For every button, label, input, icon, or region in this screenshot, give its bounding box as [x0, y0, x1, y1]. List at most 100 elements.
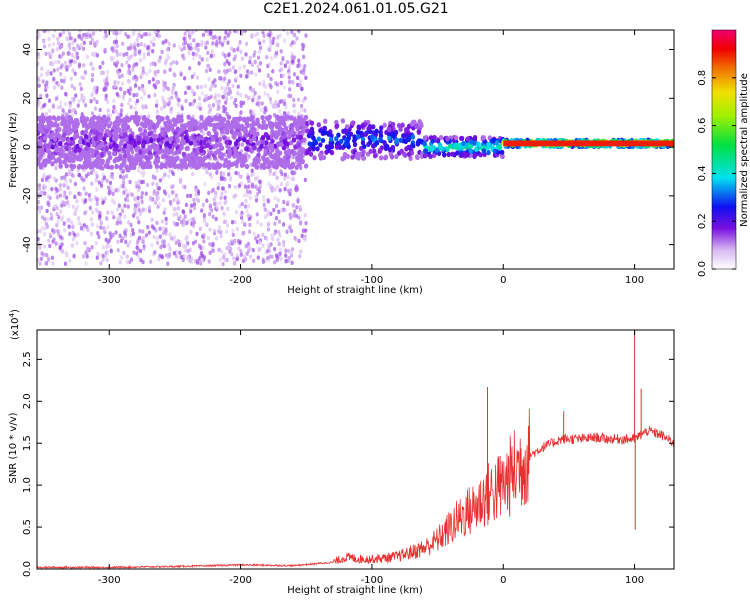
spectrogram-cell — [202, 239, 206, 244]
spectrogram-cell — [298, 82, 302, 88]
spectrogram-cell — [75, 199, 79, 204]
spectrogram-cell — [45, 148, 51, 154]
colorbar-gradient — [712, 30, 736, 269]
spectrogram-cell — [275, 42, 280, 47]
spectrogram-tone-line — [503, 140, 674, 147]
spectrogram-cell — [278, 68, 282, 73]
spectrogram-cell — [188, 35, 192, 40]
spectrogram-cell — [117, 214, 121, 220]
spectrogram-cell — [220, 85, 224, 91]
spectrogram-cell — [101, 60, 105, 66]
spectrogram-cell — [71, 40, 75, 46]
spectrogram-cell — [114, 109, 118, 114]
spectrogram-cell — [294, 188, 299, 193]
spectrogram-cell — [145, 182, 150, 188]
spectrogram-cell — [301, 46, 305, 52]
spectrogram-cell — [292, 32, 296, 38]
spectrogram-cell — [303, 163, 309, 169]
spectrogram-cell — [264, 84, 268, 89]
spectrogram-cell — [283, 186, 287, 192]
spectrogram-cell — [234, 170, 238, 176]
spectrogram-cell — [240, 153, 245, 159]
spectrogram-cell — [106, 210, 110, 215]
spectrogram-cell — [164, 231, 168, 236]
spectrogram-cell — [300, 233, 304, 239]
spectrogram-cell — [289, 122, 294, 129]
spectrogram-cell — [204, 118, 209, 124]
spectrogram-cell — [72, 59, 76, 65]
spectrogram-cell — [156, 69, 160, 74]
spectrogram-cell — [252, 94, 256, 100]
spectrogram-cell — [39, 72, 44, 78]
spectrogram-cell — [293, 109, 297, 114]
spectrogram-cell — [418, 121, 424, 127]
spectrogram-cell — [302, 71, 306, 76]
spectrogram-cell — [97, 234, 101, 240]
spectrogram-cell — [106, 224, 110, 230]
spectrogram-cell — [262, 198, 266, 203]
spectrogram-cell — [190, 203, 194, 208]
spectrogram-cell — [266, 248, 270, 254]
spectrogram-cell — [438, 134, 444, 141]
spectrogram-cell — [247, 184, 251, 189]
spectrogram-cell — [95, 201, 99, 206]
spectrogram-cell — [43, 217, 47, 222]
spectrogram-cell — [240, 56, 244, 61]
spectrogram-cell — [91, 72, 95, 78]
spectrogram-cell — [272, 36, 276, 42]
spectrogram-cell — [211, 214, 215, 219]
spectrogram-cell — [63, 200, 67, 206]
spectrogram-cell — [245, 251, 249, 256]
spectrogram-cell — [153, 61, 157, 67]
spectrogram-cell — [147, 124, 153, 131]
spectrogram-cell — [93, 106, 98, 111]
spectrogram-cell — [217, 93, 221, 98]
spectrogram-cell — [234, 76, 239, 81]
spectrogram-cell — [225, 245, 229, 251]
spectrogram-cell — [132, 206, 137, 211]
spectrogram-cell — [442, 152, 447, 158]
spectrogram-cell — [322, 126, 327, 132]
spectrogram-cell — [112, 105, 116, 110]
spectrogram-cell — [185, 220, 189, 226]
spectrogram-cell — [120, 236, 125, 241]
snr-frame — [36, 329, 675, 570]
spectrogram-cell — [282, 38, 287, 43]
spectrogram-cell — [255, 212, 259, 217]
spectrogram-cell — [160, 219, 165, 224]
spectrogram-cell — [45, 175, 50, 180]
spectrogram-cell — [173, 157, 178, 163]
spectrogram-cell — [210, 175, 214, 180]
spectrogram-cell — [273, 121, 279, 128]
spectrogram-cell — [247, 245, 251, 251]
spectrogram-cell — [239, 252, 243, 257]
spectrogram-cell — [189, 193, 193, 199]
spectrogram-cell — [125, 259, 129, 265]
spectrogram-cell — [142, 55, 146, 61]
spectrogram-cell — [215, 116, 221, 122]
spectrogram-cell — [151, 181, 155, 186]
spectrogram-cell — [40, 215, 45, 220]
spectrogram-cell — [116, 188, 120, 193]
spectrogram-cell — [42, 44, 47, 49]
spectrogram-cell — [173, 120, 178, 126]
spectrogram-cell — [207, 103, 211, 109]
spectrogram-cell — [58, 163, 63, 169]
spectrogram-cell — [167, 24, 170, 28]
spectrogram-cell — [285, 182, 289, 188]
spectrogram-cell — [235, 30, 239, 34]
spectrogram-cell — [181, 163, 186, 169]
snr-multiplier: (x104) — [8, 309, 21, 340]
spectrogram-cell — [446, 151, 451, 158]
spectrogram-cell — [90, 37, 95, 42]
spectrogram-cell — [182, 56, 186, 61]
spectrogram-cell — [151, 123, 157, 130]
spectrogram-cell — [418, 138, 423, 144]
spectrogram-cell — [60, 117, 66, 123]
spectrogram-cell — [274, 19, 277, 23]
spectrogram-cell — [229, 95, 233, 100]
spectrogram-cell — [218, 142, 223, 148]
spectrogram-cell — [155, 182, 159, 188]
spectrogram-cell — [215, 99, 219, 104]
spectrogram-cell — [382, 122, 387, 128]
